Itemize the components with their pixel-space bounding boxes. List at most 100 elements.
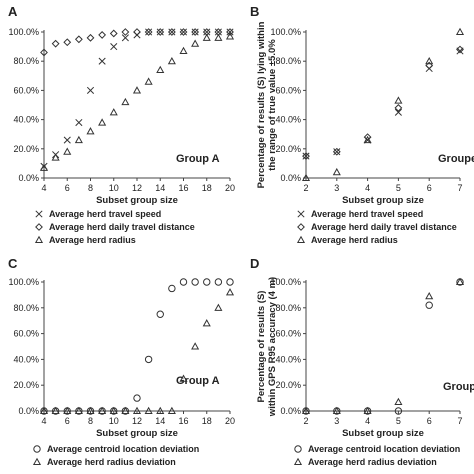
data-point (167, 56, 176, 65)
y-tick-label: 100.0% (8, 277, 39, 287)
data-point (144, 77, 153, 85)
data-point (132, 86, 142, 94)
data-point (133, 394, 141, 402)
y-tick-label: 20.0% (275, 380, 301, 390)
data-point (167, 406, 176, 415)
x-tick-label: 5 (396, 416, 401, 426)
series-diamond (40, 28, 234, 57)
x-tick-label: 14 (155, 183, 165, 193)
data-point (51, 406, 60, 415)
data-point (302, 152, 310, 160)
y-tick-label: 80.0% (275, 303, 301, 313)
y-tick-label: 100.0% (270, 27, 301, 37)
x-tick-label: 16 (178, 416, 188, 426)
y-tick-label: 40.0% (275, 115, 301, 125)
legend-label: Average herd radius (311, 235, 398, 245)
x-axis-label: Subset group size (342, 195, 424, 206)
data-point (214, 303, 223, 311)
data-point (225, 32, 235, 40)
x-tick-label: 20 (225, 416, 235, 426)
x-axis-label: Subset group size (342, 428, 424, 439)
data-point (110, 43, 118, 51)
data-point (121, 406, 130, 415)
data-point (39, 163, 49, 171)
data-point (109, 108, 118, 116)
panel-label: B (250, 4, 259, 19)
data-point (226, 28, 234, 36)
data-point (156, 28, 165, 36)
x-tick-label: 7 (457, 416, 462, 426)
data-point (74, 406, 83, 415)
data-point (363, 133, 372, 142)
legend-bottom-left: Average centroid location deviation Avera… (32, 444, 199, 467)
y-axis-label: Percentage of results (S) lying withinth… (256, 21, 278, 188)
series-triangle (301, 27, 465, 182)
data-point (191, 28, 199, 36)
data-point (225, 288, 235, 296)
data-point (363, 135, 372, 144)
y-tick-label: 80.0% (13, 303, 39, 313)
data-point (179, 374, 188, 382)
data-point (168, 284, 176, 293)
y-tick-label: 0.0% (18, 173, 39, 183)
data-point (394, 108, 402, 116)
group-label: Group (443, 381, 474, 393)
panel-label: A (8, 4, 18, 19)
data-point (132, 406, 142, 415)
y-tick-label: 80.0% (13, 56, 39, 66)
x-axis-label: Subset group size (96, 428, 178, 439)
y-tick-label: 40.0% (275, 354, 301, 364)
x-tick-label: 12 (132, 416, 142, 426)
legend-marker-triangle (32, 457, 42, 466)
data-point (98, 31, 107, 39)
legend-label: Average herd daily travel distance (49, 222, 195, 232)
x-tick-label: 20 (225, 183, 235, 193)
legend-bottom-right: Average centroid location deviation Avera… (293, 444, 460, 467)
data-point (456, 45, 464, 54)
data-point (156, 310, 164, 318)
legend-label: Average herd radius deviation (308, 457, 437, 467)
panel-b: B 0.0% 20.0% 40.0% 60.0% 80.0% 100.0% 2 3 4 5 6 7 Sub… (250, 4, 474, 206)
series-circle (302, 278, 464, 415)
legend-marker-triangle (293, 457, 303, 466)
data-point (226, 28, 234, 36)
legend-label: Average herd radius (49, 235, 136, 245)
data-point (179, 28, 188, 36)
legend-label: Average herd daily travel distance (311, 222, 457, 232)
data-point (98, 406, 107, 415)
data-point (167, 28, 176, 36)
legend-marker-triangle (34, 235, 44, 244)
data-point (425, 291, 434, 300)
panel-label: D (250, 256, 259, 271)
data-point (394, 104, 403, 112)
data-point (191, 28, 200, 36)
data-point (214, 278, 223, 286)
data-point (301, 406, 311, 415)
data-point (226, 278, 234, 286)
x-tick-label: 18 (202, 416, 212, 426)
series-x (40, 28, 234, 170)
series-x (302, 47, 464, 160)
data-point (109, 406, 118, 415)
data-point (63, 147, 72, 155)
x-tick-label: 14 (155, 416, 165, 426)
x-tick-label: 8 (88, 416, 93, 426)
data-point (179, 46, 188, 55)
y-tick-label: 60.0% (13, 329, 39, 339)
data-point (203, 278, 211, 286)
data-point (394, 397, 403, 406)
data-point (40, 48, 48, 57)
data-point (202, 319, 211, 327)
data-point (302, 152, 310, 161)
data-point (455, 27, 465, 36)
data-point (301, 173, 311, 182)
data-point (191, 342, 200, 350)
x-tick-label: 6 (65, 416, 70, 426)
data-point (333, 148, 341, 156)
y-axis-label: Percentage of results (S)within GPS R95 … (256, 277, 278, 417)
data-point (156, 65, 165, 74)
data-point (202, 33, 211, 41)
data-point (121, 28, 130, 36)
legend-label: Average centroid location deviation (308, 444, 460, 454)
